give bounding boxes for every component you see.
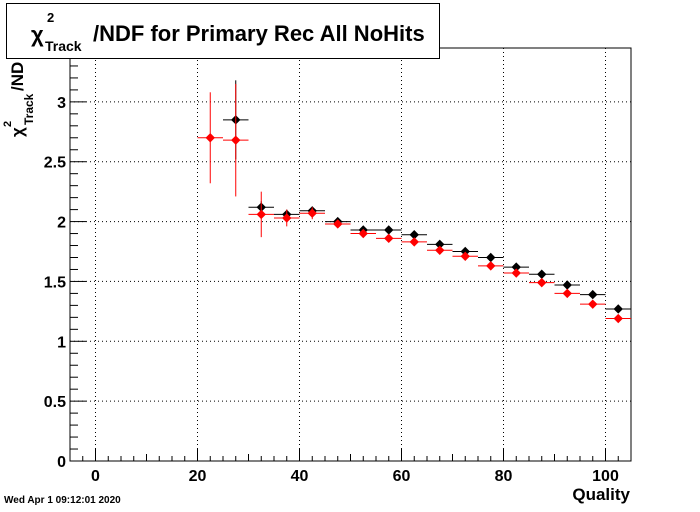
ylabel-main: /ND <box>8 61 27 91</box>
data-point <box>384 225 394 235</box>
tick-labels: 0 20 40 60 80 100 0 0.5 1 1.5 2 2.5 3 <box>44 95 619 485</box>
data-point <box>486 252 496 263</box>
data-point <box>537 269 547 279</box>
ylabel-superscript: 2 <box>2 120 14 127</box>
y-tick-label: 0 <box>57 454 66 471</box>
data-point <box>384 233 394 244</box>
data-point <box>562 288 572 299</box>
data-point <box>588 299 598 309</box>
data-point <box>256 209 266 220</box>
data-point <box>409 237 419 247</box>
x-tick-label: 100 <box>592 468 619 485</box>
data-point <box>205 133 215 143</box>
axis-ticks <box>69 53 632 462</box>
y-tick-label: 2.5 <box>44 155 66 172</box>
x-axis-label: Quality <box>572 485 630 504</box>
title-superscript: 2 <box>47 10 55 25</box>
x-tick-label: 60 <box>393 468 411 485</box>
x-tick-label: 40 <box>291 468 309 485</box>
ylabel-subscript: Track <box>22 93 36 125</box>
title-subscript: Track <box>45 38 82 54</box>
data-point <box>613 313 623 324</box>
data-point <box>588 289 598 300</box>
timestamp: Wed Apr 1 09:12:01 2020 <box>4 495 121 506</box>
data-point <box>511 268 521 278</box>
data-point <box>486 261 496 271</box>
y-tick-label: 1 <box>57 334 66 351</box>
data-point <box>333 219 343 229</box>
data-point <box>231 135 241 145</box>
y-tick-label: 0.5 <box>44 394 66 411</box>
plot-frame <box>69 47 632 462</box>
data-point <box>358 228 368 239</box>
chart-title: χ 2 Track /NDF for Primary Rec All NoHit… <box>6 3 440 59</box>
x-tick-label: 0 <box>91 468 100 485</box>
data-point <box>460 251 470 262</box>
y-tick-label: 2 <box>57 215 66 232</box>
x-tick-label: 20 <box>189 468 207 485</box>
data-point <box>537 277 547 288</box>
title-main: /NDF for Primary Rec All NoHits <box>93 21 425 46</box>
grid <box>70 48 631 462</box>
data-marks <box>197 80 631 324</box>
y-tick-label: 1.5 <box>44 274 66 291</box>
y-tick-label: 3 <box>57 95 66 112</box>
data-point <box>613 304 623 314</box>
ylabel-chi: χ <box>8 127 27 137</box>
x-tick-label: 80 <box>495 468 513 485</box>
data-point <box>282 213 292 223</box>
data-point <box>435 245 445 256</box>
data-point <box>307 208 317 218</box>
data-point <box>562 280 572 290</box>
title-chi: χ <box>31 22 44 47</box>
